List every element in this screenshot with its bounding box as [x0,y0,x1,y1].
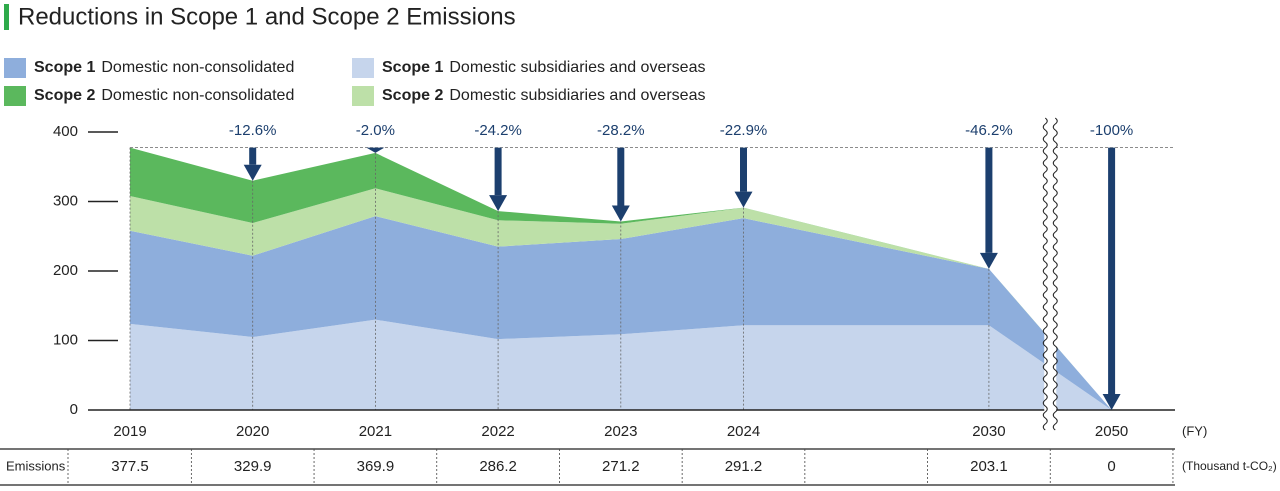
chart-title: Reductions in Scope 1 and Scope 2 Emissi… [18,3,516,30]
legend-label: Scope 1 Domestic subsidiaries and oversea… [382,59,705,76]
legend-label: Scope 1 Domestic non-consolidated [34,59,294,76]
legend-scope: Scope 2 [34,87,95,104]
table-value: 286.2 [479,458,517,475]
y-tick-label: 300 [53,192,78,209]
axis-break [1042,117,1048,431]
y-tick-label: 100 [53,331,78,348]
legend-swatch [4,58,26,78]
x-tick-label: 2020 [236,423,269,440]
arrow-head [979,252,998,269]
legend-label: Scope 2 Domestic non-consolidated [34,87,294,104]
arrow-shaft [494,147,502,196]
title-marker [4,4,9,30]
x-tick-label: 2019 [113,423,146,440]
reduction-label: -12.6% [229,122,277,139]
legend-scope: Scope 2 [382,87,443,104]
arrow-shaft [985,147,993,253]
area [130,216,1112,410]
table-value: 377.5 [111,458,149,475]
reduction-label: -22.9% [720,122,768,139]
reduction-label: -46.2% [965,122,1013,139]
area [130,188,1112,410]
reduction-label: -2.0% [356,122,395,139]
x-tick-label: 2022 [481,423,514,440]
x-tick-label: 2023 [604,423,637,440]
x-tick-label: 2030 [972,423,1005,440]
arrow-shaft [1108,147,1116,394]
arrow-head [243,164,262,181]
table-row-label: Emissions [6,458,66,473]
reduction-label: -28.2% [597,122,645,139]
table-value: 203.1 [970,458,1008,475]
arrow-head [366,147,385,153]
table-unit: (Thousand t-CO₂) [1182,459,1277,473]
legend-name: Domestic non-consolidated [101,59,294,76]
legend-scope: Scope 1 [34,59,95,76]
arrow-shaft [740,147,747,192]
legend-swatch [352,58,374,78]
arrow-shaft [249,147,257,165]
axis-break [1052,117,1058,431]
table-value: 369.9 [357,458,395,475]
arrow-head [611,205,630,222]
y-tick-label: 400 [53,123,78,140]
legend-scope: Scope 1 [382,59,443,76]
reduction-label: -100% [1090,122,1133,139]
arrow-shaft [617,147,625,206]
x-tick-label: 2021 [359,423,392,440]
reduction-label: -24.2% [474,122,522,139]
legend-label: Scope 2 Domestic subsidiaries and oversea… [382,87,705,104]
y-tick-label: 0 [70,401,78,418]
x-tick-label: 2024 [727,423,760,440]
legend-swatch [352,86,374,106]
table-value: 0 [1107,458,1115,475]
y-tick-label: 200 [53,262,78,279]
arrow-head [489,195,508,212]
x-tick-label: 2050 [1095,423,1128,440]
arrow-head [1102,394,1121,410]
legend-name: Domestic subsidiaries and overseas [449,59,705,76]
legend-name: Domestic non-consolidated [101,87,294,104]
table-value: 291.2 [725,458,763,475]
legend-swatch [4,86,26,106]
legend-name: Domestic subsidiaries and overseas [449,87,705,104]
x-axis-label: (FY) [1182,423,1207,438]
arrow-head [734,191,753,208]
table-value: 329.9 [234,458,272,475]
table-value: 271.2 [602,458,640,475]
